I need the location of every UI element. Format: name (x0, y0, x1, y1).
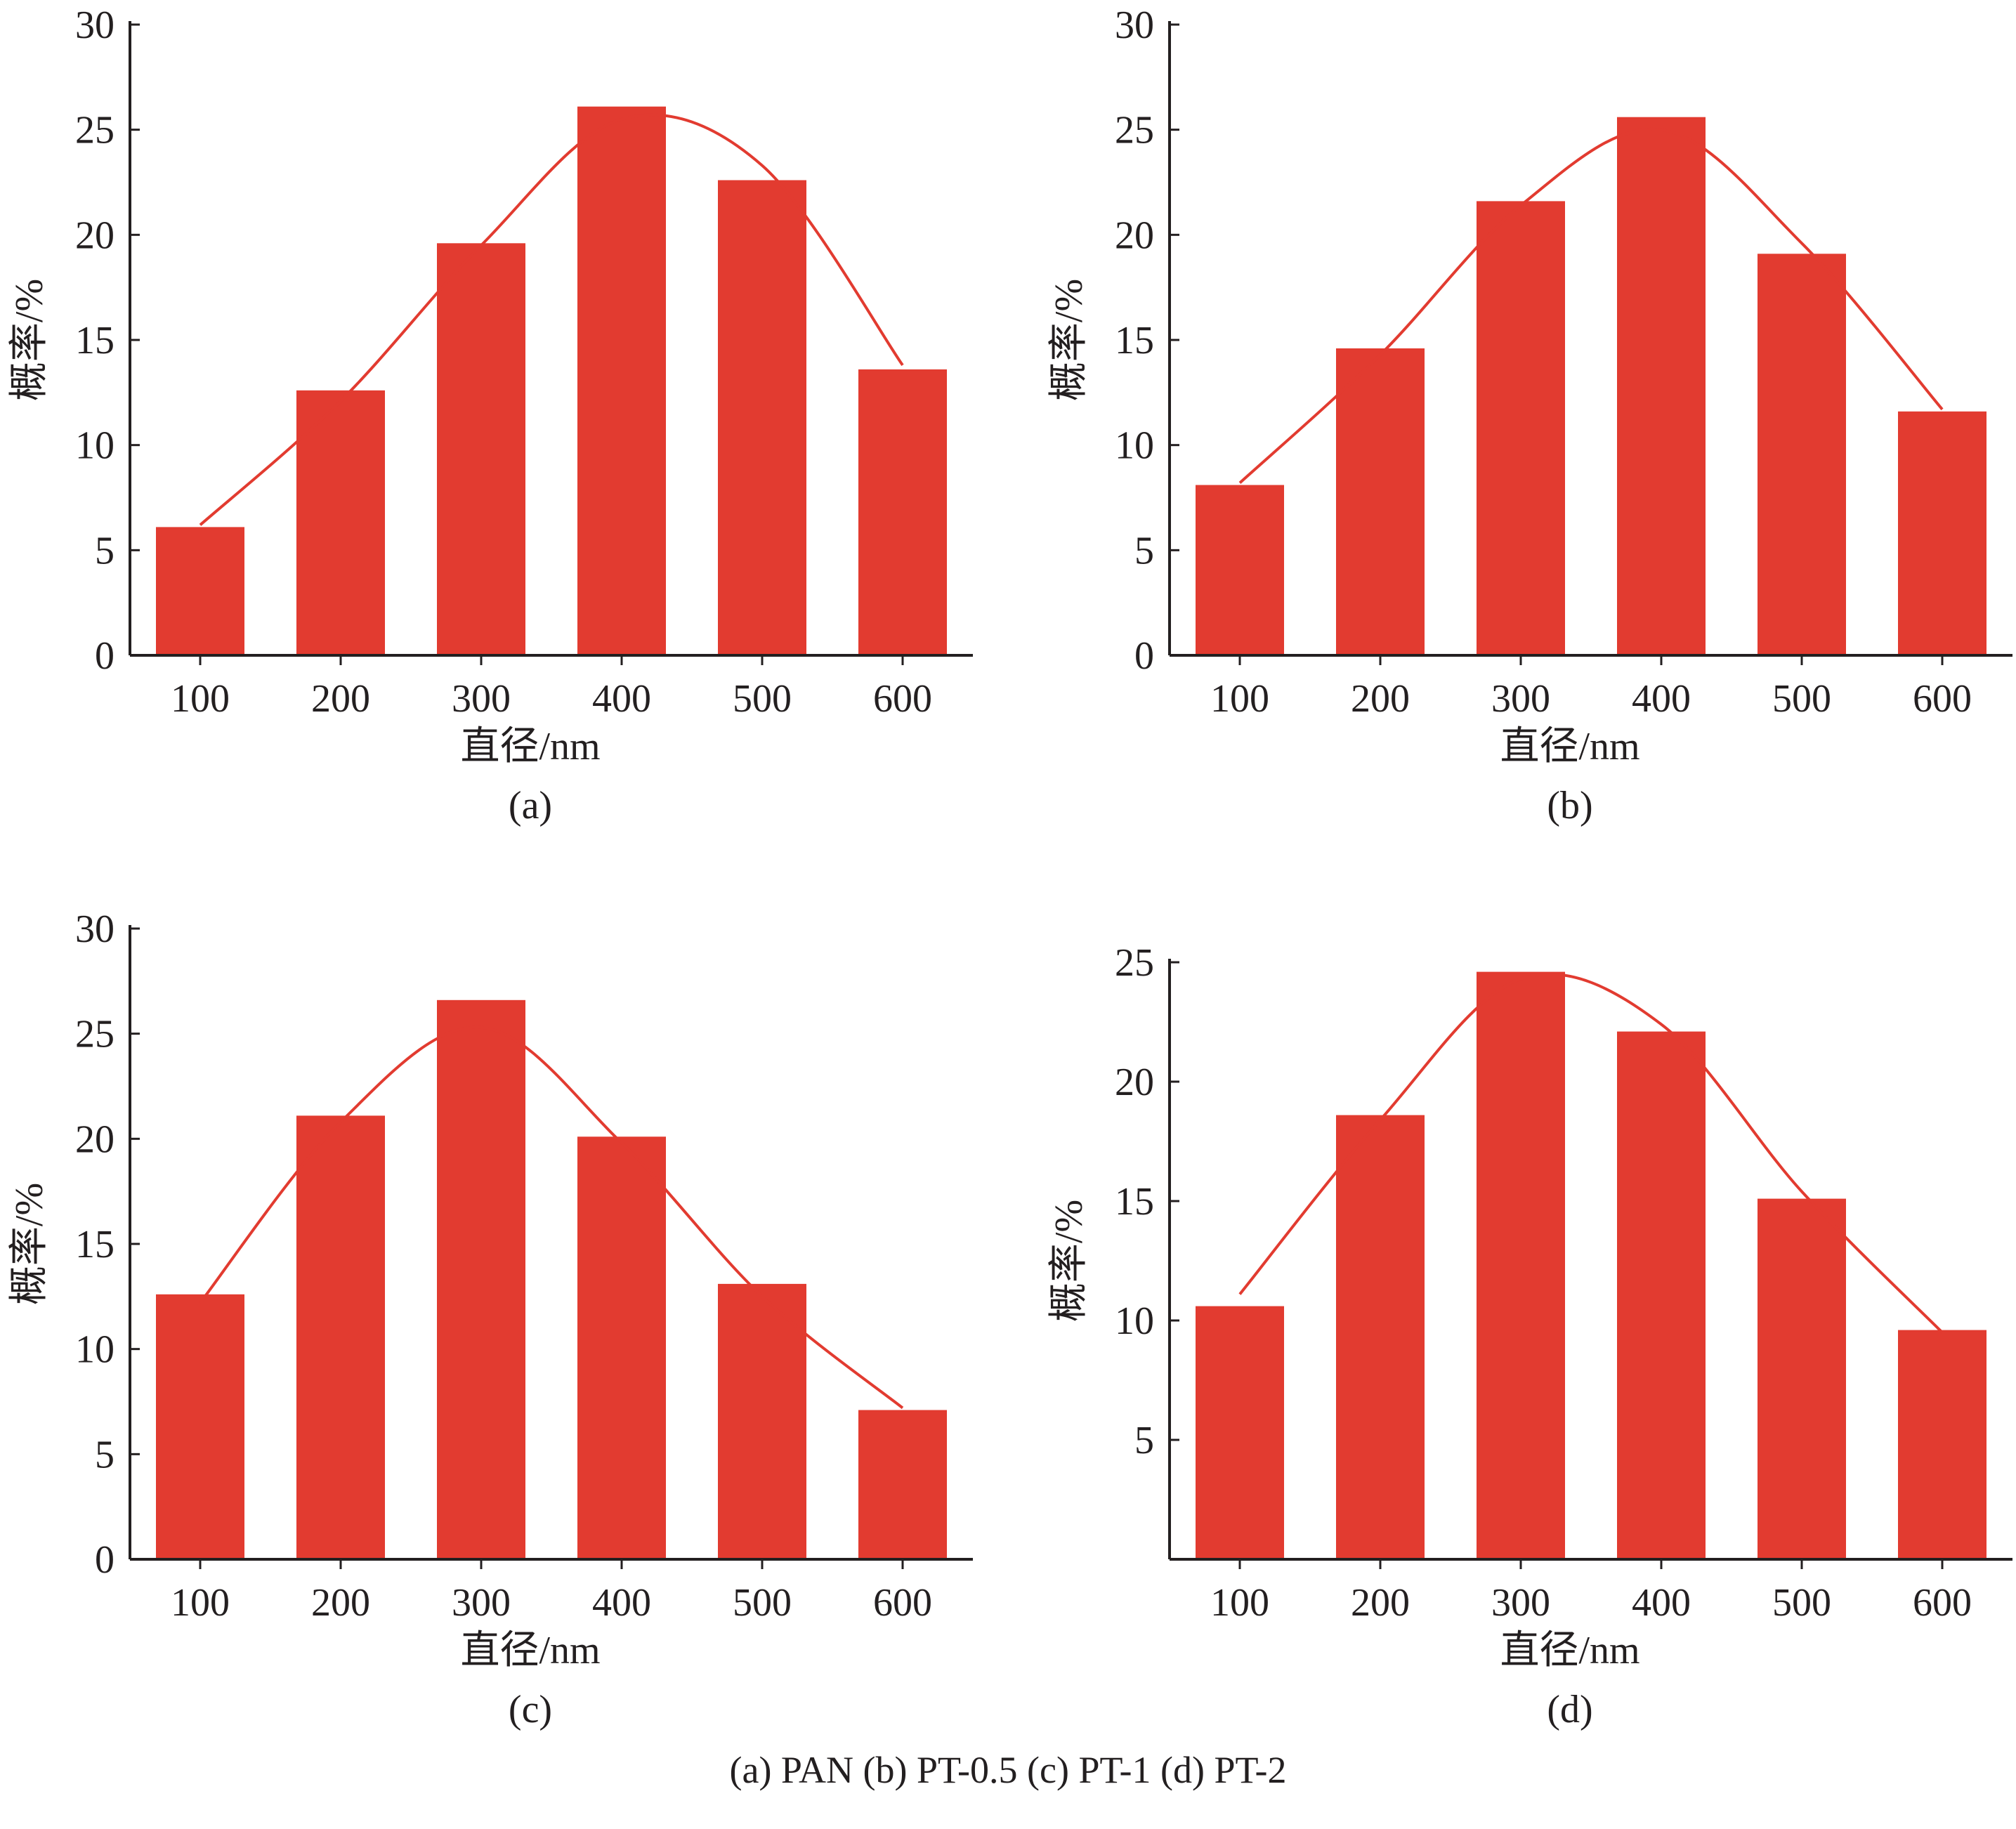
x-tick-label: 300 (452, 1581, 511, 1625)
y-axis-title: 概率/% (8, 1183, 51, 1305)
y-tick-label: 30 (1115, 4, 1154, 47)
bar (1617, 1031, 1706, 1559)
y-tick-label: 15 (75, 319, 114, 362)
bar (1617, 117, 1706, 655)
y-tick-label: 30 (75, 907, 114, 951)
x-tick-label: 100 (171, 1581, 230, 1625)
x-tick-label: 400 (1632, 677, 1691, 721)
x-axis-title: 直径/nm (1500, 725, 1639, 768)
x-tick-label: 600 (873, 677, 932, 721)
bar (858, 1410, 947, 1559)
bar (296, 1115, 385, 1559)
y-tick-label: 20 (1115, 214, 1154, 257)
y-tick-label: 5 (95, 1433, 114, 1476)
bar (577, 1136, 666, 1559)
x-tick-label: 500 (1772, 677, 1831, 721)
y-axis-title: 概率/% (1047, 279, 1091, 401)
chart-panel-a: 0 5 10 15 20 25 30 100 200 300 400 500 600 直径/nm 概率/% (… (8, 4, 973, 827)
y-tick-label: 25 (75, 1013, 114, 1056)
x-axis-title: 直径/nm (1500, 1629, 1639, 1672)
fit-curve (1238, 973, 1944, 1334)
x-tick-label: 200 (1351, 1581, 1410, 1625)
x-tick-label: 400 (592, 1581, 651, 1625)
y-tick-label: 15 (75, 1223, 114, 1266)
panel-label: (a) (509, 784, 552, 827)
x-axis-title: 直径/nm (460, 725, 600, 768)
x-tick-label: 500 (733, 1581, 792, 1625)
y-tick-label: 15 (1115, 319, 1154, 362)
y-axis-title: 概率/% (8, 279, 51, 401)
y-tick-label: 10 (75, 424, 114, 468)
chart-panel-d: 5 10 15 20 25 100 200 300 400 500 600 直径/nm 概率/% (d) (1047, 941, 2012, 1731)
y-tick-label: 5 (95, 529, 114, 572)
bar (1898, 1330, 1986, 1559)
bar (296, 390, 385, 655)
x-tick-label: 300 (1491, 677, 1550, 721)
bar (156, 527, 244, 655)
bar (1898, 411, 1986, 655)
x-tick-label: 300 (1491, 1581, 1550, 1625)
panel-label: (b) (1547, 784, 1592, 827)
y-tick-label: 10 (1115, 1299, 1154, 1343)
bar (718, 180, 806, 655)
bar (858, 369, 947, 655)
bar (1477, 971, 1565, 1559)
chart-panel-b: 0 5 10 15 20 25 30 100 200 300 400 500 600 直径/nm 概率/% (… (1047, 4, 2012, 827)
x-tick-label: 100 (1210, 1581, 1269, 1625)
x-tick-label: 600 (1913, 677, 1972, 721)
x-tick-label: 400 (1632, 1581, 1691, 1625)
y-tick-label: 20 (75, 1117, 114, 1161)
x-tick-label: 500 (733, 677, 792, 721)
x-axis-title: 直径/nm (460, 1629, 600, 1672)
figure-caption: (a) PAN (b) PT-0.5 (c) PT-1 (d) PT-2 (730, 1749, 1287, 1791)
y-tick-label: 20 (1115, 1061, 1154, 1104)
bar (1196, 1306, 1284, 1559)
bar (718, 1283, 806, 1559)
y-tick-label: 10 (75, 1328, 114, 1372)
y-tick-label: 0 (95, 1538, 114, 1582)
x-tick-label: 100 (1210, 677, 1269, 721)
x-tick-label: 200 (1351, 677, 1410, 721)
y-tick-label: 30 (75, 4, 114, 47)
x-tick-label: 600 (1913, 1581, 1972, 1625)
y-tick-label: 25 (1115, 109, 1154, 152)
fit-curve (199, 113, 904, 526)
x-tick-label: 300 (452, 677, 511, 721)
y-tick-label: 20 (75, 214, 114, 257)
bar (1336, 1115, 1425, 1559)
y-tick-label: 25 (75, 109, 114, 152)
bar (437, 999, 525, 1559)
x-tick-label: 400 (592, 677, 651, 721)
bar (437, 243, 525, 655)
x-tick-label: 200 (311, 677, 370, 721)
y-tick-label: 10 (1115, 424, 1154, 468)
y-tick-label: 15 (1115, 1180, 1154, 1224)
y-tick-label: 5 (1134, 1419, 1154, 1462)
fit-curve (199, 1025, 904, 1410)
bar (1477, 201, 1565, 655)
x-tick-label: 600 (873, 1581, 932, 1625)
bar (1758, 254, 1846, 655)
x-tick-label: 100 (171, 677, 230, 721)
bar (577, 106, 666, 655)
bar (156, 1294, 244, 1559)
y-axis-title: 概率/% (1047, 1200, 1091, 1322)
y-tick-label: 5 (1134, 529, 1154, 572)
y-tick-label: 0 (1134, 634, 1154, 678)
x-tick-label: 500 (1772, 1581, 1831, 1625)
y-tick-label: 0 (95, 634, 114, 678)
panel-label: (c) (509, 1688, 552, 1731)
bar (1196, 485, 1284, 655)
bar (1336, 348, 1425, 655)
panel-label: (d) (1547, 1688, 1592, 1731)
bar (1758, 1198, 1846, 1559)
chart-panel-c: 0 5 10 15 20 25 30 100 200 300 400 500 600 直径/nm 概率/% (… (8, 907, 973, 1731)
fit-curve (1238, 127, 1944, 484)
y-tick-label: 25 (1115, 941, 1154, 985)
x-tick-label: 200 (311, 1581, 370, 1625)
